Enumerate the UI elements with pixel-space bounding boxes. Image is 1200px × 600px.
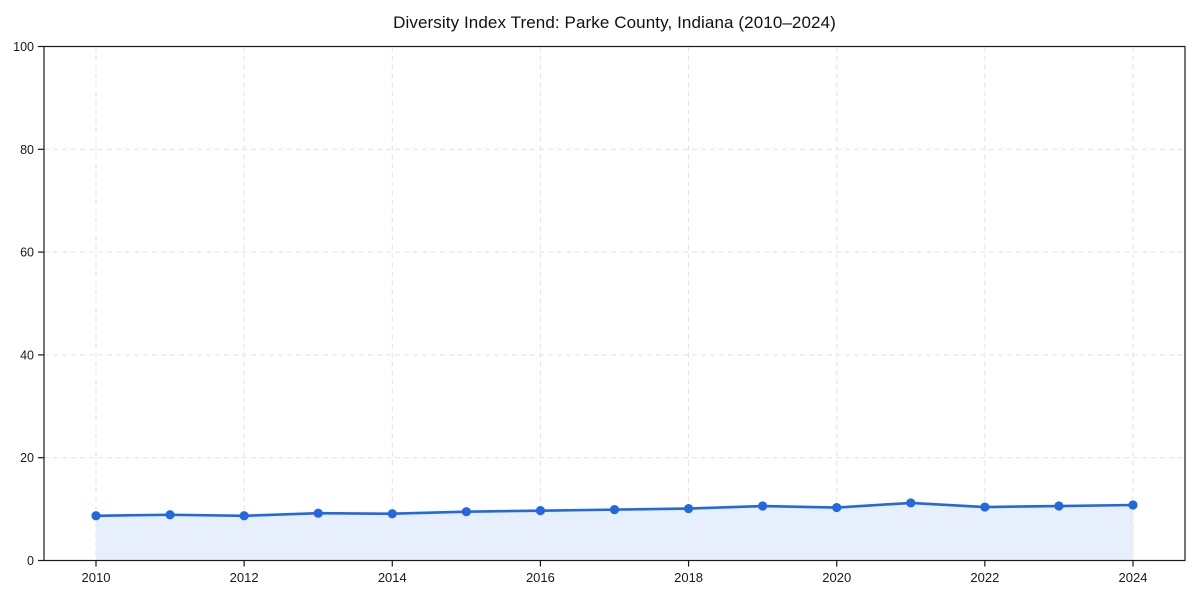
y-axis-tick-label: 100 bbox=[13, 40, 34, 54]
y-axis-tick-label: 60 bbox=[20, 246, 34, 260]
data-point-2013 bbox=[313, 508, 323, 518]
data-point-2012 bbox=[239, 511, 249, 521]
data-point-2011 bbox=[165, 510, 175, 520]
data-point-2023 bbox=[1054, 501, 1064, 511]
area-fill bbox=[96, 502, 1133, 561]
chart-title: Diversity Index Trend: Parke County, Ind… bbox=[393, 13, 836, 32]
data-point-2022 bbox=[980, 502, 990, 512]
plot-frame bbox=[43, 45, 1186, 562]
data-point-2015 bbox=[461, 507, 471, 517]
y-axis-tick-label: 0 bbox=[27, 554, 34, 568]
data-point-2024 bbox=[1128, 500, 1138, 510]
data-point-2021 bbox=[906, 498, 916, 508]
data-point-2017 bbox=[609, 505, 620, 515]
x-axis-tick-label: 2018 bbox=[674, 570, 703, 585]
x-axis-tick-label: 2012 bbox=[230, 570, 259, 585]
x-axis-tick-label: 2016 bbox=[526, 570, 555, 585]
x-axis-tick-label: 2024 bbox=[1119, 570, 1148, 585]
x-axis-tick-label: 2020 bbox=[822, 570, 851, 585]
y-axis-tick-label: 80 bbox=[20, 143, 34, 157]
data-point-2020 bbox=[832, 502, 842, 513]
data-point-2010 bbox=[91, 511, 101, 521]
x-axis-tick-label: 2014 bbox=[378, 570, 407, 585]
data-point-2018 bbox=[683, 503, 694, 514]
x-axis-tick-label: 2010 bbox=[82, 570, 111, 585]
data-point-2016 bbox=[535, 506, 546, 516]
y-axis-tick-label: 20 bbox=[20, 451, 34, 465]
data-point-2019 bbox=[758, 501, 768, 511]
x-axis-tick-label: 2022 bbox=[970, 570, 999, 585]
y-axis-tick-label: 40 bbox=[20, 348, 34, 362]
data-point-2014 bbox=[387, 509, 397, 519]
